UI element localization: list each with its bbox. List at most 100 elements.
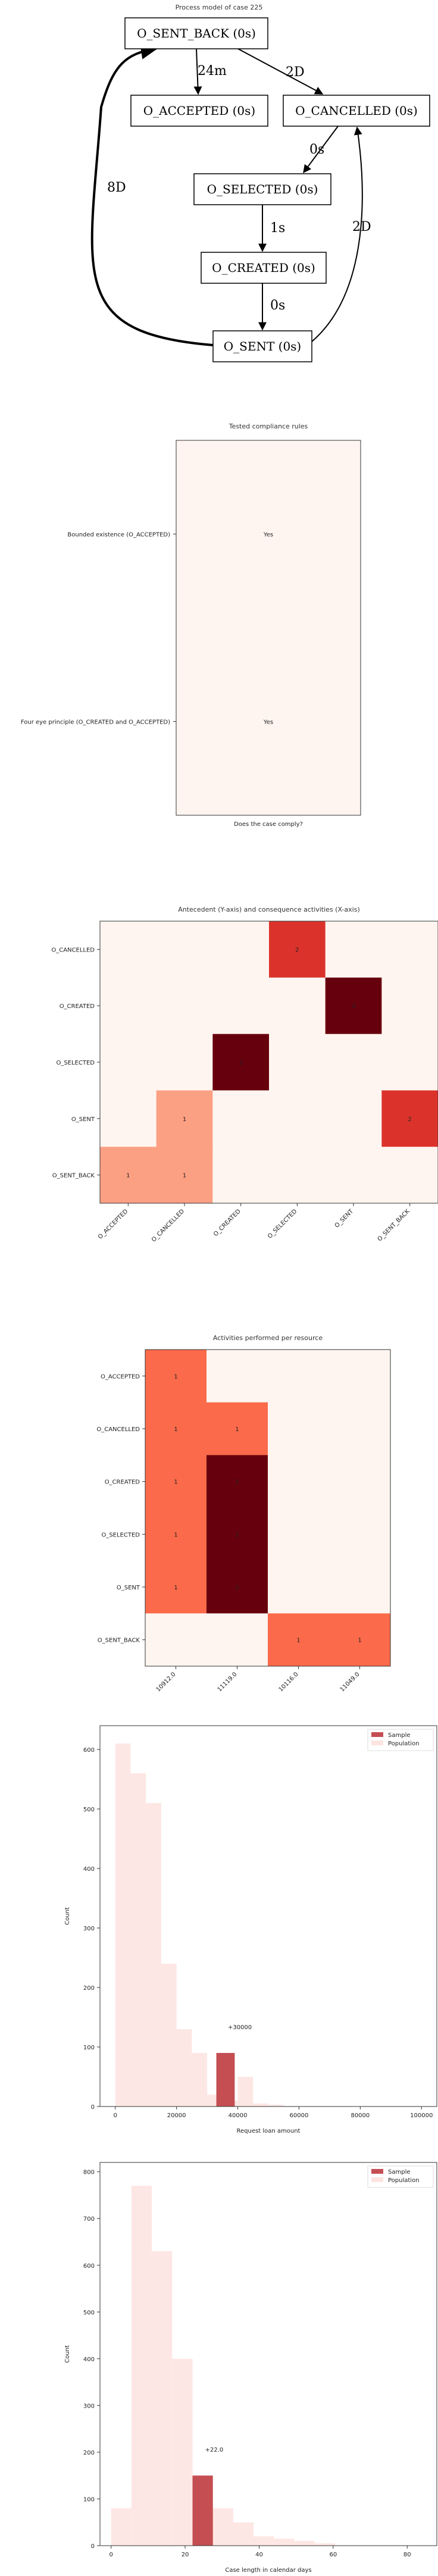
sample-annotation: +22.0	[205, 2447, 224, 2453]
heatmap-cell	[268, 1613, 330, 1667]
heatmap-cell	[100, 921, 157, 978]
y-tick-label: 200	[83, 2450, 95, 2456]
heatmap-x-tick: O_CANCELLED	[151, 1208, 186, 1243]
y-tick-label: 0	[91, 2104, 95, 2111]
case-length-histogram: +22.0 0 100 200 300 400 500 600 700 800 0 20 40 60 80 C…	[64, 2162, 437, 2574]
edge-label-sent_back-cancelled: 2D	[286, 65, 305, 80]
x-tick-label: 20	[182, 2552, 189, 2558]
node-label-accepted: O_ACCEPTED (0s)	[143, 104, 255, 118]
heatmap-x-tick: O_SELECTED	[267, 1208, 299, 1240]
heatmap-cell	[325, 977, 382, 1035]
legend-swatch-sample	[371, 1732, 383, 1737]
population-bar	[254, 2536, 274, 2546]
x-axis-label: Case length in calendar days	[225, 2567, 311, 2574]
heatmap-cell	[100, 1147, 157, 1204]
edge-label-sent_back-accepted: 24m	[198, 64, 227, 79]
population-bar	[172, 2358, 193, 2546]
heatmap-y-tick: O_ACCEPTED	[101, 1373, 140, 1380]
compliance-plot-area	[176, 440, 361, 816]
heatmap-cell-value: 2	[235, 1479, 239, 1486]
y-tick-label: 0	[91, 2543, 95, 2550]
y-axis-label: Count	[64, 1907, 71, 1925]
heatmap-cell	[145, 1508, 207, 1561]
heatmap-cell-value: 1	[296, 1638, 300, 1644]
heatmap-cell-value: 1	[174, 1479, 177, 1486]
x-axis-label: Request loan amount	[237, 2128, 301, 2134]
edge-sent-sent_back	[90, 43, 214, 346]
x-tick-label: 60	[329, 2552, 337, 2558]
edge-label-sent-sent_back: 8D	[107, 180, 126, 195]
population-bar	[274, 2539, 295, 2546]
heatmap-cell	[207, 1508, 268, 1561]
heatmap-cell-value: 1	[174, 1585, 177, 1591]
process-model-title: Process model of case 225	[176, 4, 263, 11]
heatmap-cell	[212, 1147, 270, 1204]
heatmap-cell	[268, 1508, 330, 1561]
heatmap-cell	[212, 1034, 270, 1091]
population-bar	[233, 2522, 254, 2546]
heatmap-cell-value: 1	[174, 1426, 177, 1433]
heatmap-cell	[212, 1090, 270, 1147]
edge-sent_back-accepted	[193, 48, 202, 95]
population-bar	[161, 1964, 177, 2107]
x-tick-label: 20000	[167, 2112, 186, 2119]
x-tick-label: 80000	[351, 2112, 370, 2119]
heatmap-cell	[329, 1613, 391, 1667]
heatmap-cell	[269, 1090, 326, 1147]
node-label-sent_back: O_SENT_BACK (0s)	[137, 26, 256, 40]
heatmap-cell	[207, 1613, 268, 1667]
heatmap-cell	[325, 1034, 382, 1091]
edge-label-selected-created: 1s	[270, 221, 285, 236]
heatmap-cell	[145, 1613, 207, 1667]
heatmap-y-tick: O_SENT_BACK	[98, 1638, 140, 1644]
node-accepted	[130, 95, 268, 127]
heatmap-frame	[145, 1349, 391, 1667]
legend-label-population: Population	[388, 1741, 420, 1747]
heatmap-y-tick: O_SENT_BACK	[52, 1173, 95, 1179]
heatmap-cell-value: 1	[358, 1638, 361, 1644]
y-tick-label: 300	[83, 2403, 95, 2409]
heatmap-cell-value: 1	[126, 1173, 130, 1179]
compliance-row-label: Four eye principle (O_CREATED and O_ACCE…	[21, 719, 170, 726]
heatmap-y-tick: O_SENT	[71, 1116, 95, 1123]
antecedent-consequence-heatmap: Antecedent (Y-axis) and consequence acti…	[51, 906, 438, 1243]
heatmap-cell	[156, 977, 213, 1035]
heatmap-x-tick: 10116.0	[278, 1671, 300, 1693]
x-tick-label: 0	[114, 2112, 117, 2119]
y-tick-label: 600	[83, 2263, 95, 2270]
heatmap-y-tick: O_SENT	[117, 1585, 140, 1591]
heatmap-cell-value: 1	[174, 1532, 177, 1538]
histogram-frame	[99, 1725, 437, 2107]
heatmap-cell-value: 1	[183, 1173, 186, 1179]
heatmap-cell	[269, 977, 326, 1035]
population-bar	[237, 2077, 254, 2107]
y-tick-label: 200	[83, 1985, 95, 1992]
node-created	[201, 252, 327, 284]
population-bar	[294, 2541, 315, 2546]
heatmap-cell-value: 2	[408, 1116, 411, 1123]
heatmap-cell	[207, 1560, 268, 1614]
sample-annotation: +30000	[228, 2024, 252, 2031]
heatmap-cell	[329, 1402, 391, 1456]
heatmap-cell	[145, 1350, 207, 1403]
population-bar	[131, 2186, 152, 2546]
heatmap-x-tick: O_CREATED	[212, 1208, 242, 1238]
heatmap-cell	[381, 1090, 438, 1147]
heatmap-y-tick: O_CREATED	[60, 1003, 95, 1010]
legend-label-sample: Sample	[388, 1732, 411, 1739]
population-bar	[152, 2251, 173, 2546]
edge-label-created-sent: 0s	[270, 298, 285, 313]
population-bar	[253, 2104, 268, 2107]
heatmap-cell-value: 2	[235, 1532, 239, 1538]
heatmap-cell-value: 3	[239, 1060, 242, 1066]
heatmap-y-tick: O_CREATED	[105, 1479, 140, 1486]
population-bar	[268, 2105, 284, 2107]
sample-bar	[216, 2053, 235, 2107]
loan-amount-histogram: +30000 0 100 200 300 400 500 600 0 20000 40000 6000…	[64, 1725, 437, 2134]
legend-label-population: Population	[388, 2177, 420, 2184]
heatmap-cell	[156, 1090, 213, 1147]
heatmap-x-tick: 10912.0	[155, 1671, 177, 1693]
heatmap-title: Antecedent (Y-axis) and consequence acti…	[178, 906, 360, 913]
heatmap-y-tick: O_CANCELLED	[96, 1426, 140, 1433]
x-tick-label: 100000	[410, 2112, 433, 2119]
